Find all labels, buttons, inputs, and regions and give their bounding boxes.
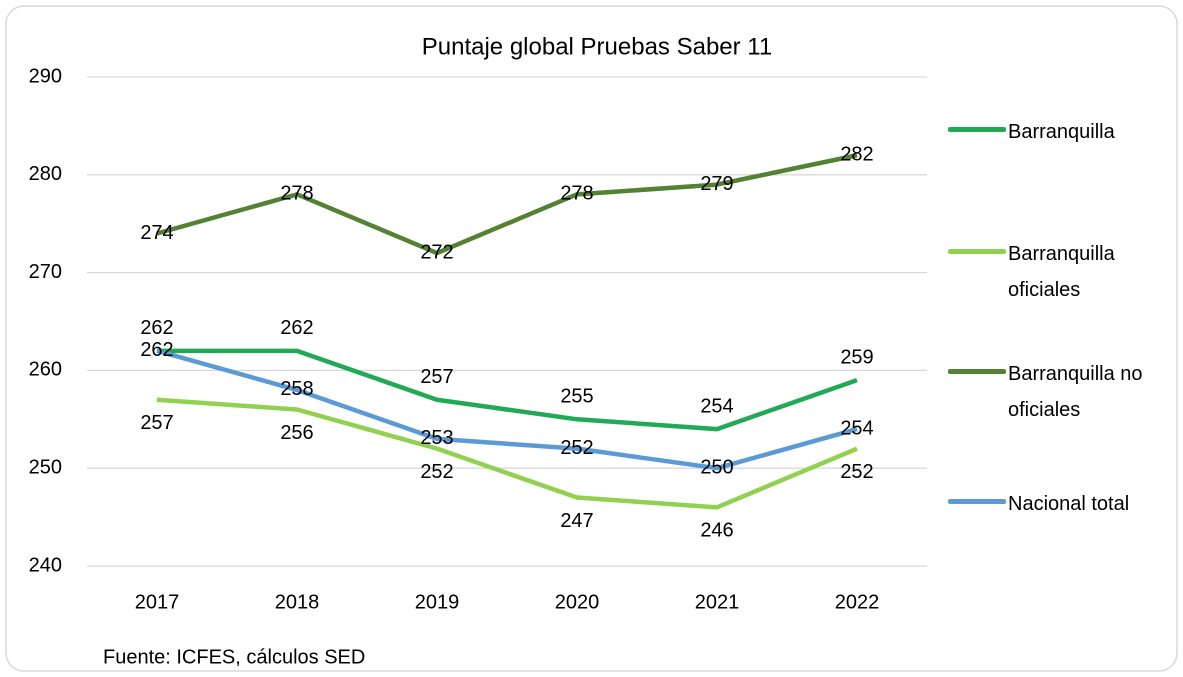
data-label: 259 bbox=[840, 346, 873, 368]
x-tick-label: 2022 bbox=[835, 591, 880, 613]
series-line bbox=[157, 348, 858, 432]
legend-label: Barranquilla bbox=[1008, 121, 1115, 143]
data-label: 262 bbox=[140, 339, 173, 361]
data-label: 252 bbox=[560, 437, 593, 459]
y-tick-label: 240 bbox=[29, 554, 62, 576]
data-label: 258 bbox=[280, 378, 313, 400]
data-label: 257 bbox=[140, 412, 173, 434]
x-tick-label: 2021 bbox=[695, 591, 740, 613]
data-label: 272 bbox=[420, 241, 453, 263]
x-tick-label: 2020 bbox=[555, 591, 600, 613]
chart-title: Puntaje global Pruebas Saber 11 bbox=[422, 33, 772, 60]
legend-item: Nacional total bbox=[948, 486, 1173, 522]
legend-item: Barranquilla no oficiales bbox=[948, 356, 1173, 428]
data-label: 252 bbox=[840, 461, 873, 483]
data-label: 282 bbox=[840, 144, 873, 166]
legend-swatch bbox=[948, 499, 1006, 504]
data-label: 257 bbox=[420, 366, 453, 388]
y-tick-label: 270 bbox=[29, 261, 62, 283]
data-label: 246 bbox=[700, 520, 733, 542]
data-label: 254 bbox=[700, 395, 733, 417]
legend-label: Nacional total bbox=[1008, 493, 1130, 515]
x-tick-label: 2018 bbox=[275, 591, 320, 613]
data-label: 247 bbox=[560, 510, 593, 532]
data-label: 279 bbox=[700, 173, 733, 195]
data-label: 254 bbox=[840, 417, 873, 439]
x-tick-label: 2019 bbox=[415, 591, 460, 613]
legend-swatch bbox=[948, 127, 1006, 132]
chart-border bbox=[5, 5, 1178, 672]
data-label: 250 bbox=[700, 456, 733, 478]
data-label: 278 bbox=[280, 183, 313, 205]
legend-swatch bbox=[948, 369, 1006, 374]
legend-label: Barranquilla oficiales bbox=[1008, 243, 1115, 301]
data-label: 256 bbox=[280, 422, 313, 444]
legend-label: Barranquilla no oficiales bbox=[1008, 363, 1143, 421]
data-label: 274 bbox=[140, 222, 173, 244]
legend-item: Barranquilla oficiales bbox=[948, 236, 1173, 308]
y-tick-label: 260 bbox=[29, 359, 62, 381]
series-line bbox=[156, 153, 858, 256]
y-tick-label: 280 bbox=[29, 163, 62, 185]
data-label: 262 bbox=[280, 317, 313, 339]
data-label: 255 bbox=[560, 386, 593, 408]
legend-item: Barranquilla bbox=[948, 114, 1173, 150]
data-label: 252 bbox=[420, 461, 453, 483]
source-note: Fuente: ICFES, cálculos SED bbox=[103, 646, 365, 668]
series-line bbox=[156, 348, 858, 471]
y-tick-label: 250 bbox=[29, 456, 62, 478]
data-label: 278 bbox=[560, 183, 593, 205]
x-tick-label: 2017 bbox=[135, 591, 180, 613]
data-label: 253 bbox=[420, 427, 453, 449]
y-tick-label: 290 bbox=[29, 65, 62, 87]
data-label: 262 bbox=[140, 317, 173, 339]
series-line bbox=[156, 397, 858, 510]
legend-swatch bbox=[948, 249, 1006, 254]
